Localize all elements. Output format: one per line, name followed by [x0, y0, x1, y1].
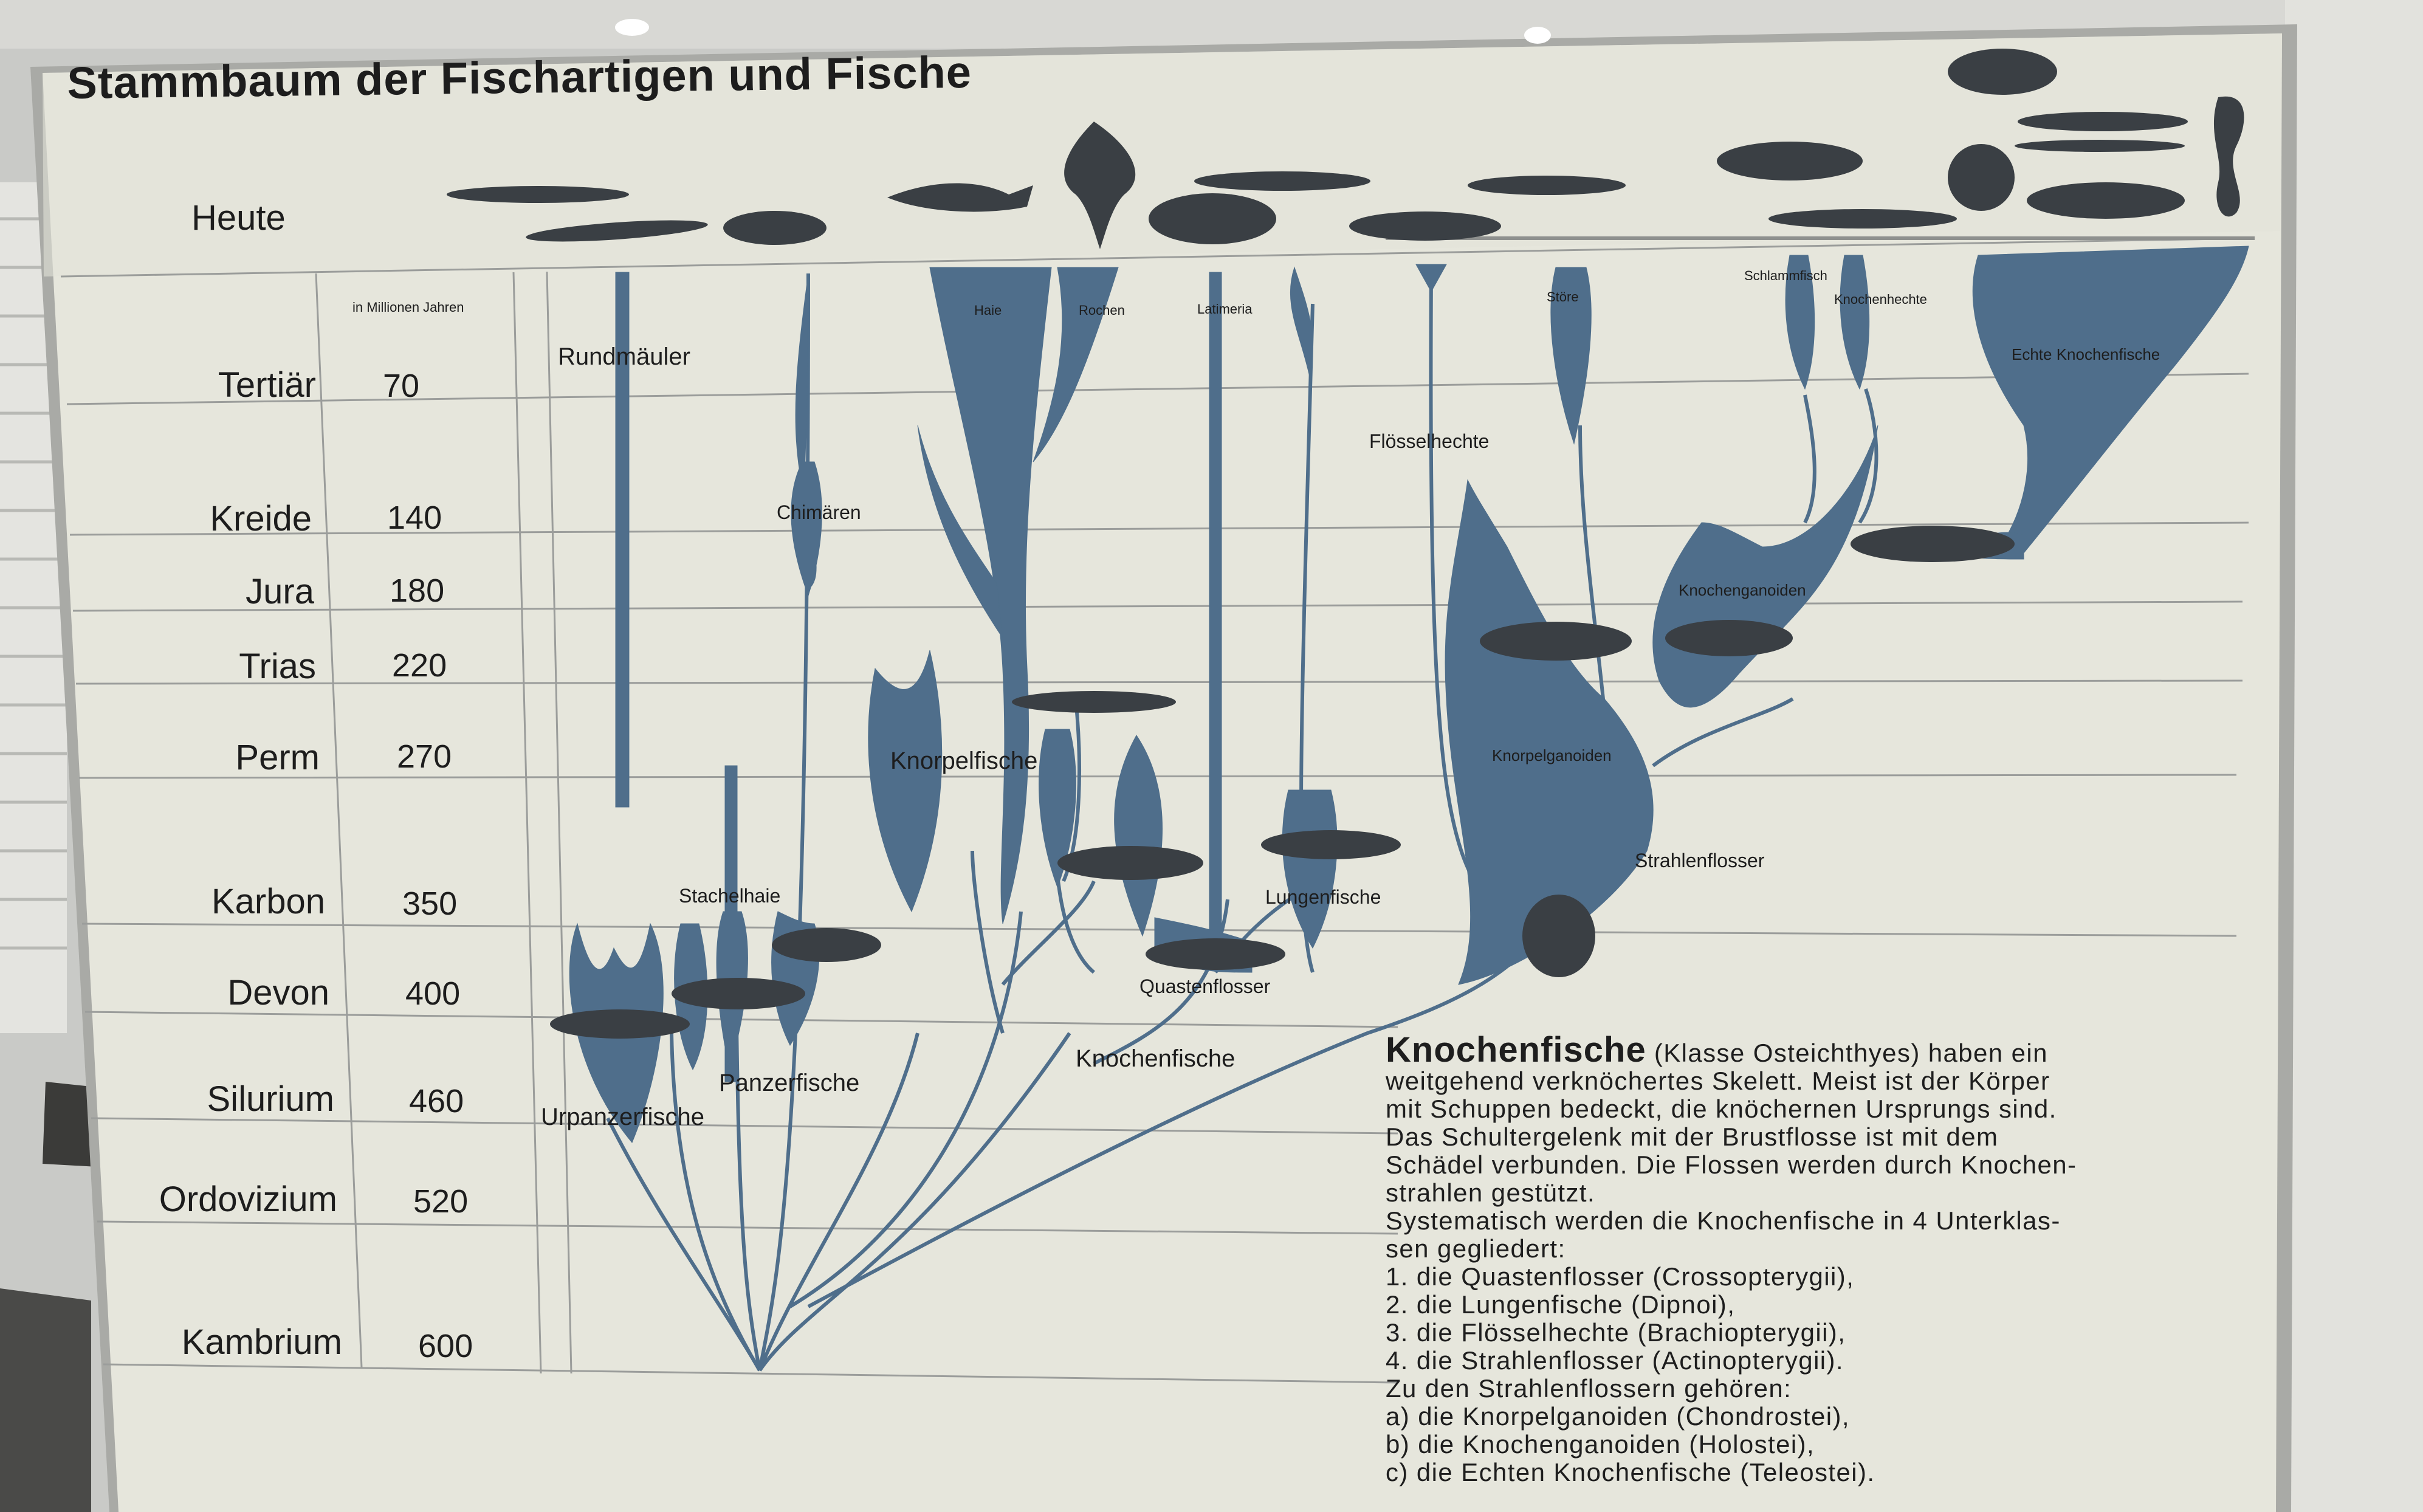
label-knorpelganoiden: Knorpelganoiden	[1492, 746, 1612, 765]
description-line: 4. die Strahlenflosser (Actinopterygii).	[1386, 1346, 1844, 1375]
description-line: b) die Knochenganoiden (Holostei),	[1386, 1430, 1815, 1459]
description-line: Das Schultergelenk mit der Brustflosse i…	[1386, 1122, 1999, 1151]
label-knorpelfische: Knorpelfische	[890, 747, 1038, 774]
label-quastenflosser: Quastenflosser	[1139, 975, 1271, 997]
period-mya: 180	[390, 572, 445, 609]
board-header-band	[43, 33, 2282, 277]
board-title: Stammbaum der Fischartigen und Fische	[66, 46, 972, 108]
description-line: mit Schuppen bedeckt, die knöchernen Urs…	[1386, 1094, 2057, 1123]
ceiling-light	[1524, 27, 1551, 44]
label-rochen: Rochen	[1079, 303, 1125, 318]
right-wall	[2285, 0, 2423, 1512]
description-line: 2. die Lungenfische (Dipnoi),	[1386, 1290, 1736, 1319]
description-line: strahlen gestützt.	[1386, 1178, 1596, 1207]
fossil-slab	[0, 1288, 91, 1512]
fossil-fish-figures	[550, 526, 2015, 1039]
description-line: Zu den Strahlenflossern gehören:	[1386, 1374, 1792, 1403]
description-line: 1. die Quastenflosser (Crossopterygii),	[1386, 1262, 1855, 1291]
period-mya: 400	[405, 975, 461, 1012]
fish-illustrations	[447, 49, 2244, 1039]
label-panzerfische: Panzerfische	[719, 1070, 860, 1096]
board-surface	[43, 33, 2282, 1512]
label-schlammfisch: Schlammfisch	[1744, 268, 1827, 283]
period-mya: 350	[402, 885, 458, 922]
label-knochenganoiden: Knochenganoiden	[1679, 581, 1806, 599]
description-line: Schädel verbunden. Die Flossen werden du…	[1386, 1150, 2077, 1179]
label-floesselhechte: Flösselhechte	[1369, 430, 1490, 452]
label-stachelhaie: Stachelhaie	[679, 885, 781, 907]
period-mya: 220	[392, 647, 447, 684]
period-name: Kambrium	[181, 1322, 342, 1362]
period-name: Kreide	[210, 499, 312, 538]
period-name: Trias	[239, 647, 316, 686]
label-echte-knochenfische: Echte Knochenfische	[2012, 345, 2160, 363]
description-line: 3. die Flösselhechte (Brachiopterygii),	[1386, 1318, 1846, 1347]
description-line: Knochenfische (Klasse Osteichthyes) habe…	[1386, 1030, 2048, 1070]
description-line: weitgehend verknöchertes Skelett. Meist …	[1386, 1067, 2050, 1095]
description-line: sen gegliedert:	[1386, 1234, 1566, 1263]
description-panel: Knochenfische (Klasse Osteichthyes) habe…	[1386, 1030, 2279, 1486]
unit-label: in Millionen Jahren	[352, 300, 464, 315]
label-knochenhechte: Knochenhechte	[1834, 292, 1927, 307]
label-haie: Haie	[974, 303, 1002, 318]
period-mya: 70	[383, 368, 420, 404]
label-urpanzerfische: Urpanzerfische	[541, 1104, 705, 1130]
period-name: Devon	[227, 973, 329, 1012]
period-name: Tertiär	[218, 365, 316, 405]
period-mya: 600	[418, 1328, 473, 1364]
present-label: Heute	[191, 198, 286, 238]
period-name: Karbon	[211, 882, 325, 921]
period-mya: 140	[387, 500, 442, 536]
period-name: Silurium	[207, 1079, 335, 1119]
label-stoere: Störe	[1547, 289, 1579, 304]
description-line: c) die Echten Knochenfische (Teleostei).	[1386, 1458, 1875, 1486]
period-name: Perm	[235, 738, 320, 777]
label-latimeria: Latimeria	[1197, 301, 1253, 317]
label-lungenfische: Lungenfische	[1265, 886, 1381, 908]
period-mya: 270	[397, 738, 452, 775]
period-name: Jura	[246, 572, 314, 611]
label-knochenfische: Knochenfische	[1076, 1045, 1236, 1072]
modern-fish-row	[447, 49, 2244, 249]
description-line: Systematisch werden die Knochenfische in…	[1386, 1206, 2061, 1235]
ceiling-light	[615, 19, 649, 36]
period-name: Ordovizium	[159, 1180, 337, 1219]
period-mya: 460	[409, 1083, 464, 1119]
window-blinds	[0, 182, 67, 1033]
description-line: a) die Knorpelganoiden (Chondrostei),	[1386, 1402, 1850, 1431]
description-heading: Knochenfische	[1386, 1030, 1646, 1070]
time-grid	[60, 237, 2255, 1384]
label-chimaeren: Chimären	[777, 501, 861, 523]
label-rundmaeuler: Rundmäuler	[558, 343, 690, 370]
label-strahlenflosser: Strahlenflosser	[1635, 850, 1765, 871]
period-mya: 520	[413, 1183, 469, 1220]
